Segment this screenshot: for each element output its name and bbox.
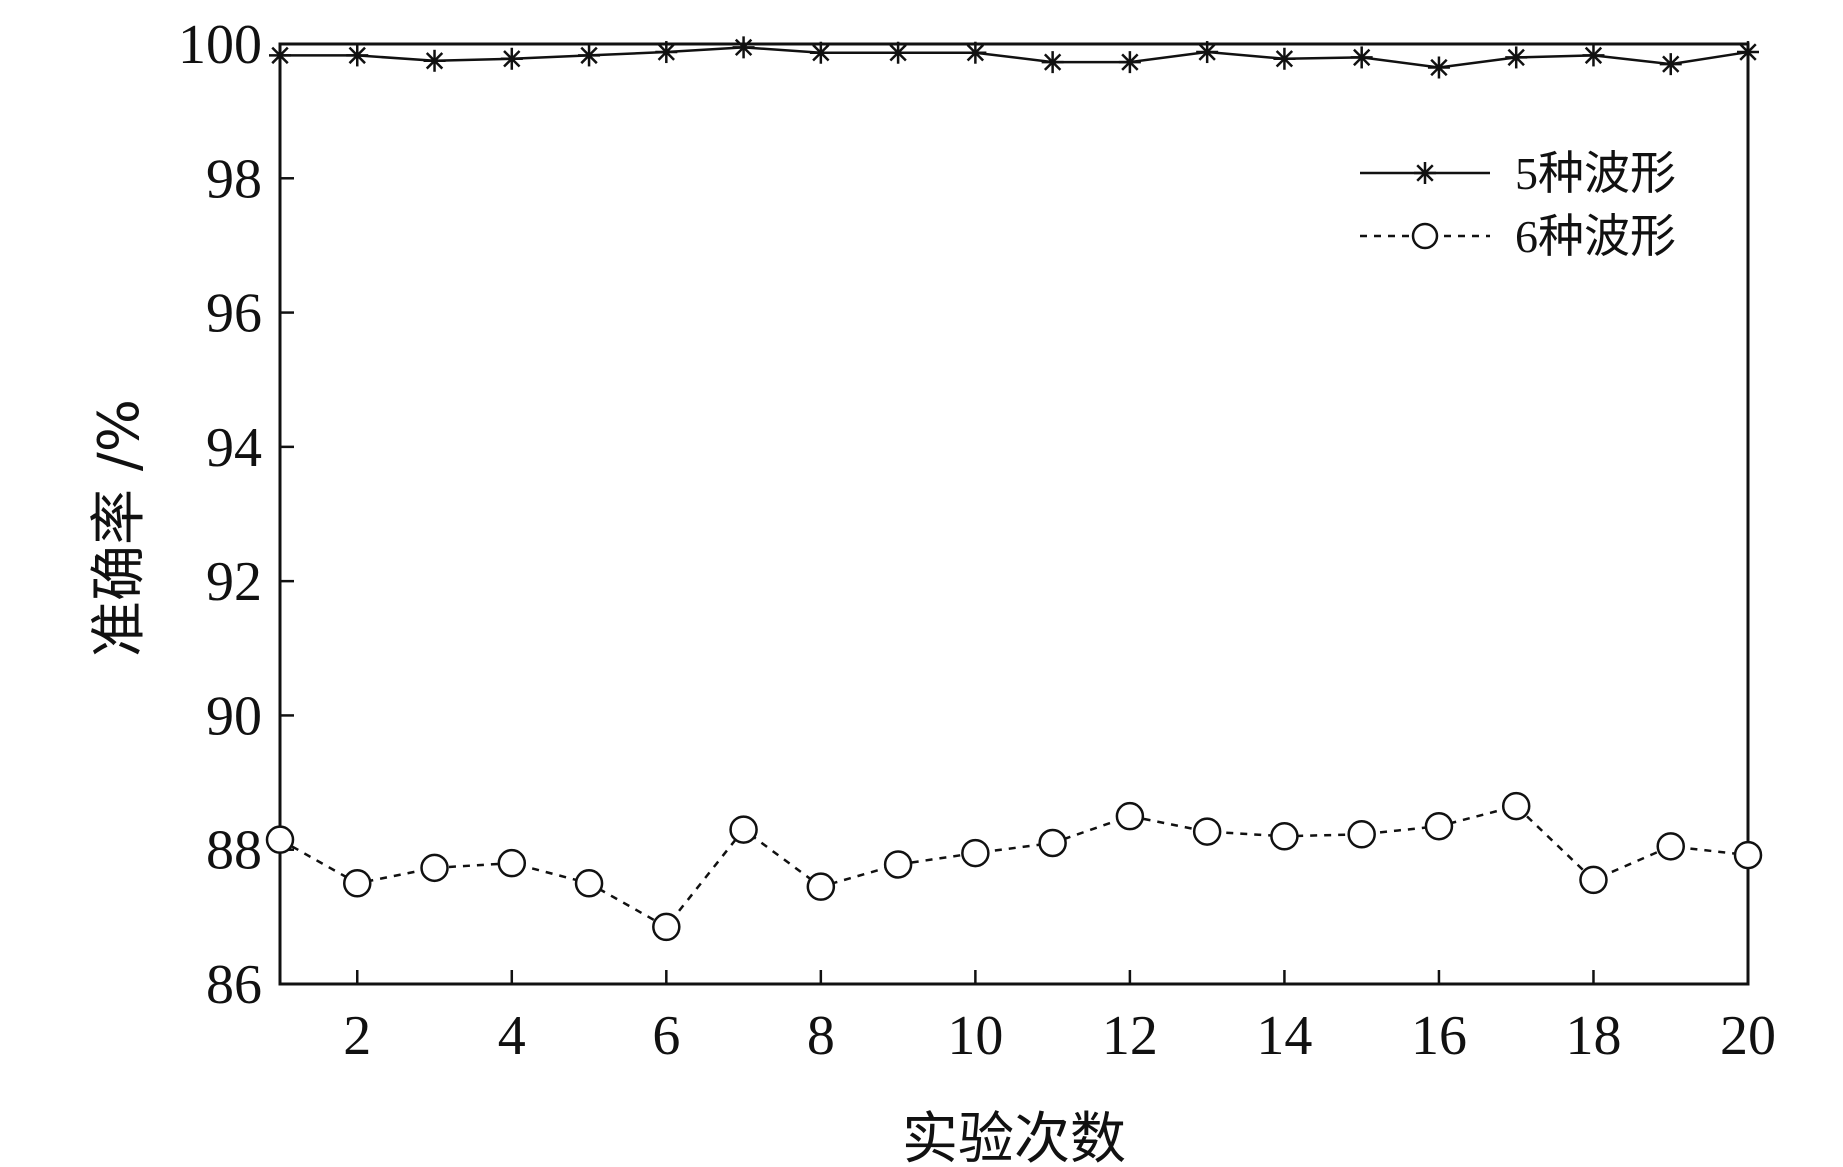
data-point-asterisk-stroke: [966, 44, 985, 62]
data-point-asterisk: [1659, 53, 1682, 76]
data-point-asterisk: [887, 41, 910, 64]
data-point-asterisk-stroke: [1121, 53, 1139, 71]
data-point-asterisk: [1427, 56, 1450, 79]
legend-label-6-waveforms: 6种波形: [1515, 211, 1676, 262]
data-point-circle: [1424, 811, 1454, 841]
data-point-asterisk-stroke: [1584, 46, 1603, 65]
data-point-asterisk-stroke: [889, 44, 907, 62]
data-point-circle: [1501, 791, 1531, 821]
data-point-asterisk-stroke: [503, 50, 521, 68]
x-tick-label: 18: [1565, 1005, 1621, 1067]
legend-asterisk: [1414, 162, 1436, 184]
data-point-asterisk-stroke: [1430, 58, 1448, 77]
x-tick-label: 4: [498, 1005, 526, 1067]
data-point-asterisk-stroke: [580, 46, 598, 65]
data-point-asterisk: [1505, 46, 1528, 69]
x-tick-label: 6: [652, 1005, 680, 1067]
data-point-asterisk-stroke: [348, 46, 366, 65]
y-tick-label: 86: [206, 954, 262, 1016]
y-axis: 86 88 90 92 94 96 98 100: [178, 14, 294, 1016]
legend-label-5-waveforms: 5种波形: [1515, 148, 1676, 199]
data-point-circle: [1579, 865, 1608, 895]
legend-marker-circle: [1411, 222, 1439, 250]
data-point-asterisk: [1196, 41, 1219, 64]
y-tick-label: 92: [206, 551, 262, 613]
data-point-asterisk-stroke: [1739, 43, 1757, 61]
data-point-circle: [1038, 828, 1067, 858]
y-tick-label: 96: [206, 283, 262, 345]
x-tick-label: 10: [947, 1005, 1003, 1067]
data-point-asterisk: [1582, 44, 1605, 67]
y-tick-label: 90: [206, 685, 262, 747]
series-line-1: [280, 46, 1749, 69]
legend-asterisk-stroke: [1416, 164, 1434, 182]
data-point-asterisk: [732, 36, 755, 59]
data-point-circle: [1270, 822, 1299, 851]
data-point-circle: [1115, 801, 1145, 831]
data-point-circle: [729, 815, 758, 844]
legend-marker-asterisk: [1414, 162, 1436, 184]
data-point-circle: [420, 853, 449, 883]
data-point-circle: [1733, 840, 1763, 870]
data-point-circle: [497, 848, 527, 878]
data-point-asterisk-stroke: [812, 44, 830, 62]
x-tick-label: 12: [1102, 1005, 1158, 1067]
x-tick-label: 20: [1720, 1005, 1776, 1067]
data-point-asterisk: [346, 44, 369, 67]
series-layer: [265, 36, 1763, 942]
data-point-asterisk-stroke: [1353, 48, 1371, 67]
y-tick-label: 100: [178, 14, 262, 76]
data-point-asterisk: [1273, 47, 1296, 70]
data-point-circle: [1192, 817, 1222, 846]
data-point-circle: [265, 825, 295, 854]
data-point-asterisk: [269, 44, 291, 67]
y-tick-label: 98: [206, 148, 262, 210]
legend: 5种波形 6种波形: [1360, 148, 1676, 262]
data-point-asterisk-stroke: [1662, 55, 1680, 73]
data-point-asterisk-stroke: [1507, 48, 1525, 67]
data-point-asterisk-stroke: [734, 38, 753, 57]
data-point-circle: [883, 850, 913, 879]
data-point-circle: [961, 838, 990, 868]
data-point-asterisk-stroke: [425, 52, 444, 70]
x-tick-label: 8: [807, 1005, 835, 1067]
x-tick-label: 16: [1411, 1005, 1467, 1067]
data-point-asterisk-stroke: [271, 46, 289, 65]
x-tick-label: 2: [343, 1005, 371, 1067]
data-point-asterisk: [578, 44, 601, 67]
data-point-circle: [1347, 820, 1376, 849]
data-point-asterisk: [655, 41, 678, 64]
data-point-circle: [806, 872, 836, 901]
data-point-asterisk: [1737, 41, 1759, 64]
data-point-asterisk-stroke: [1275, 50, 1294, 68]
data-point-asterisk-stroke: [1043, 53, 1062, 71]
plot-frame: [278, 42, 1750, 986]
data-point-asterisk-stroke: [1198, 43, 1216, 61]
x-axis: 2 4 6 8 10 12 14 16 18 20: [343, 970, 1776, 1067]
data-point-asterisk: [423, 49, 446, 72]
y-tick-label: 94: [206, 417, 262, 479]
data-point-circle: [343, 869, 372, 898]
data-point-asterisk-stroke: [657, 43, 675, 61]
data-point-asterisk: [964, 41, 987, 64]
x-axis-title: 实验次数: [902, 1107, 1126, 1167]
data-point-circle: [574, 869, 604, 898]
y-tick-label: 88: [206, 820, 262, 882]
data-point-circle: [1656, 832, 1685, 861]
x-tick-label: 14: [1256, 1005, 1312, 1067]
data-point-asterisk: [809, 41, 832, 64]
y-axis-title: 准确率 /%: [87, 399, 152, 657]
data-point-asterisk: [500, 47, 523, 70]
data-point-circle: [652, 912, 681, 942]
data-point-asterisk: [1041, 51, 1064, 74]
data-point-asterisk: [1118, 51, 1141, 74]
data-point-asterisk: [1350, 46, 1373, 69]
